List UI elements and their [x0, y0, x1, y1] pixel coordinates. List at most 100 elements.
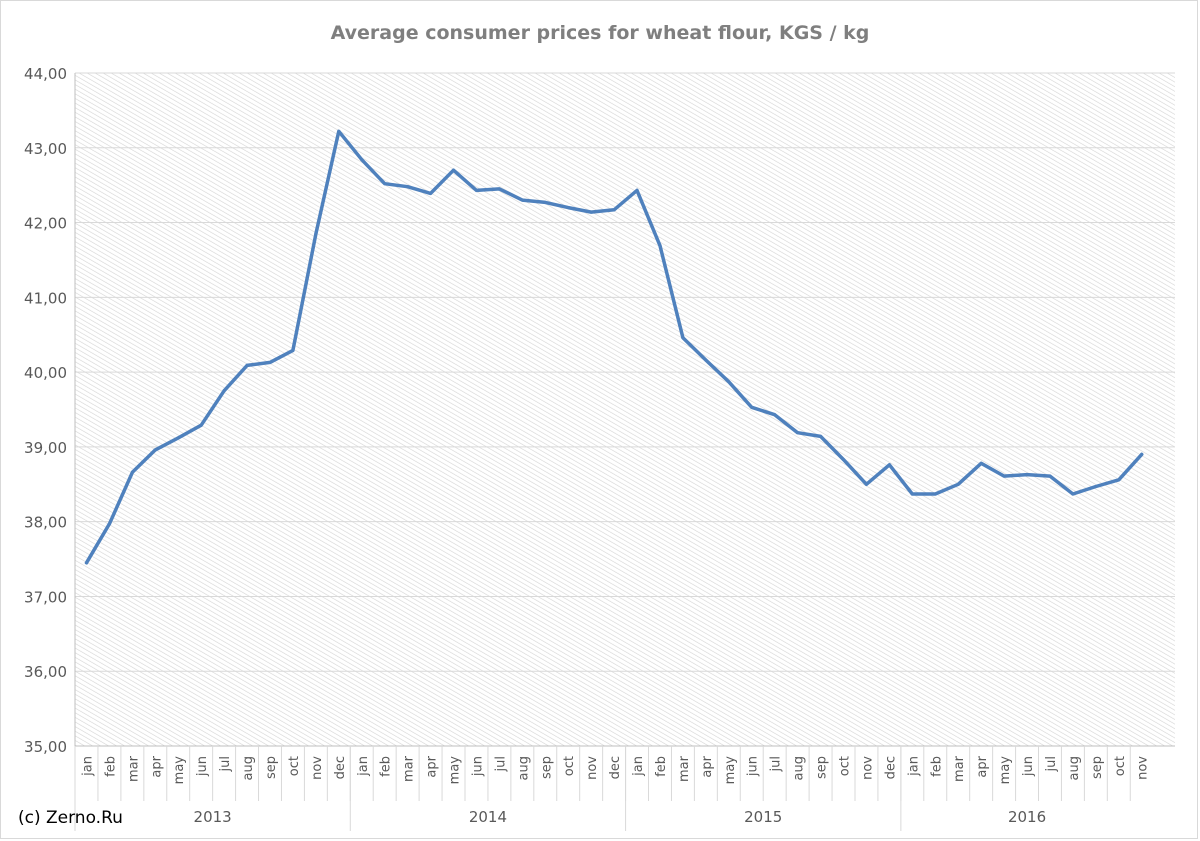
x-tick-label: oct: [838, 756, 853, 776]
x-tick-label: jul: [769, 756, 784, 772]
data-point: [1140, 452, 1144, 456]
x-tick-label: dec: [883, 756, 898, 779]
x-tick-label: sep: [539, 756, 554, 779]
data-point: [979, 461, 983, 465]
data-point: [406, 185, 410, 189]
data-point: [452, 168, 456, 172]
data-point: [314, 232, 318, 236]
data-point: [497, 187, 501, 191]
x-tick-label: jan: [356, 756, 371, 777]
x-tick-label: may: [998, 756, 1013, 785]
data-point: [291, 348, 295, 352]
year-label: 2013: [194, 808, 232, 826]
x-tick-label: nov: [1136, 756, 1151, 780]
x-tick-label: apr: [149, 755, 164, 777]
x-tick-label: aug: [1067, 756, 1082, 780]
data-point: [199, 423, 203, 427]
data-point: [566, 206, 570, 210]
data-point: [543, 200, 547, 204]
x-tick-label: mar: [402, 755, 417, 782]
x-tick-label: jun: [1021, 756, 1036, 777]
x-tick-label: jun: [195, 756, 210, 777]
data-point: [1117, 478, 1121, 482]
data-point: [268, 360, 272, 364]
data-point: [383, 182, 387, 186]
data-point: [520, 198, 524, 202]
data-point: [130, 470, 134, 474]
chart-title: Average consumer prices for wheat flour,…: [330, 22, 870, 44]
x-tick-label: apr: [425, 755, 440, 777]
data-point: [773, 413, 777, 417]
data-point: [658, 244, 662, 248]
data-point: [474, 188, 478, 192]
data-point: [1094, 485, 1098, 489]
year-label: 2014: [469, 808, 507, 826]
data-point: [84, 561, 88, 565]
data-point: [727, 380, 731, 384]
data-point: [176, 436, 180, 440]
data-point: [589, 210, 593, 214]
data-point: [429, 191, 433, 195]
data-point: [956, 482, 960, 486]
data-point: [245, 363, 249, 367]
x-tick-label: may: [172, 756, 187, 785]
x-tick-label: jun: [746, 756, 761, 777]
data-point: [796, 431, 800, 435]
x-tick-label: feb: [103, 756, 118, 777]
x-tick-label: aug: [516, 756, 531, 780]
data-point: [337, 129, 341, 133]
data-point: [910, 492, 914, 496]
x-tick-label: dec: [333, 756, 348, 779]
data-point: [1025, 473, 1029, 477]
plot-area: [75, 73, 1175, 746]
x-tick-label: mar: [126, 755, 141, 782]
x-tick-label: apr: [975, 755, 990, 777]
x-tick-label: aug: [792, 756, 807, 780]
data-point: [842, 458, 846, 462]
y-tick-label: 42,00: [24, 215, 67, 233]
x-tick-label: jul: [218, 756, 233, 772]
x-tick-label: oct: [287, 756, 302, 776]
data-point: [704, 358, 708, 362]
x-tick-label: oct: [1113, 756, 1128, 776]
data-point: [1048, 474, 1052, 478]
data-point: [1002, 474, 1006, 478]
x-tick-label: nov: [310, 756, 325, 780]
y-tick-label: 41,00: [24, 289, 67, 307]
x-tick-label: jan: [80, 756, 95, 777]
data-point: [819, 434, 823, 438]
y-tick-label: 40,00: [24, 364, 67, 382]
x-tick-label: feb: [929, 756, 944, 777]
data-point: [750, 405, 754, 409]
data-point: [681, 336, 685, 340]
x-tick-label: nov: [860, 756, 875, 780]
data-point: [360, 158, 364, 162]
x-tick-label: aug: [241, 756, 256, 780]
x-tick-label: oct: [562, 756, 577, 776]
x-tick-label: mar: [952, 755, 967, 782]
x-tick-label: mar: [677, 755, 692, 782]
year-label: 2016: [1008, 808, 1046, 826]
y-tick-label: 44,00: [24, 65, 67, 83]
x-tick-label: jul: [493, 756, 508, 772]
x-tick-label: may: [448, 756, 463, 785]
y-tick-label: 35,00: [24, 738, 67, 756]
x-tick-label: may: [723, 756, 738, 785]
data-point: [153, 448, 157, 452]
data-point: [933, 492, 937, 496]
credit-label: (c) Zerno.Ru: [18, 808, 123, 828]
x-tick-label: jun: [470, 756, 485, 777]
y-tick-label: 37,00: [24, 588, 67, 606]
x-tick-label: jan: [631, 756, 646, 777]
data-point: [887, 463, 891, 467]
y-tick-label: 36,00: [24, 663, 67, 681]
x-tick-label: feb: [379, 756, 394, 777]
data-point: [635, 188, 639, 192]
x-tick-label: sep: [1090, 756, 1105, 779]
data-point: [107, 522, 111, 526]
data-point: [864, 482, 868, 486]
x-tick-label: sep: [264, 756, 279, 779]
data-point: [222, 389, 226, 393]
